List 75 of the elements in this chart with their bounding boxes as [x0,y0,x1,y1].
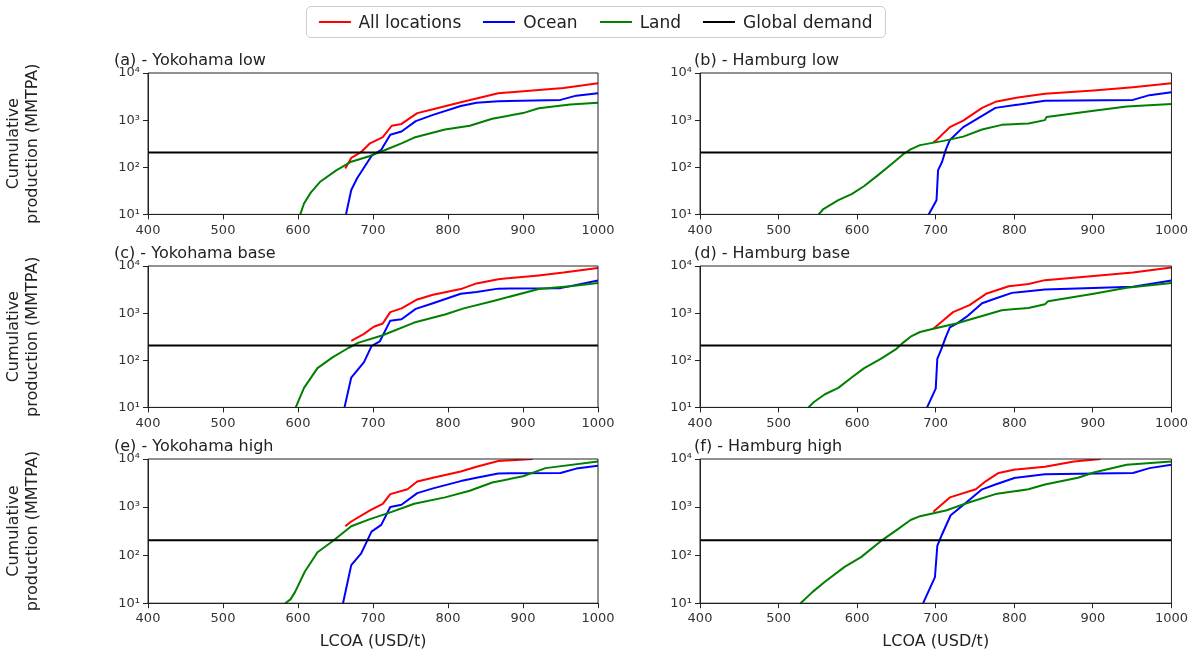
x-axis-title: LCOA (USD/t) [319,630,427,650]
x-axis-title: LCOA (USD/t) [882,630,990,650]
x-tick-label: 500 [766,610,791,626]
x-tick-label: 400 [687,221,713,237]
x-tick-label: 700 [360,414,386,430]
x-tick-label: 900 [1080,610,1106,626]
y-tick-label: 10³ [118,111,140,127]
y-tick-label: 10² [118,546,140,562]
x-tick-label: 700 [360,221,386,237]
x-tick-label: 600 [285,610,311,626]
x-tick-label: 800 [1001,414,1027,430]
y-tick-label: 10³ [670,304,692,320]
y-tick-label: 10² [118,158,140,174]
x-tick-label: 400 [687,414,713,430]
x-tick-label: 1000 [581,610,615,626]
y-tick-label: 10¹ [118,205,140,221]
y-tick-label: 10³ [118,304,140,320]
x-tick-label: 800 [435,221,461,237]
x-tick-label: 600 [844,610,870,626]
chart-title: (d) - Hamburg base [694,243,850,263]
y-axis-title: Cumulative production (MMTPA) [2,450,41,612]
legend-label: Land [639,12,682,32]
x-tick-label: 500 [766,414,791,430]
legend-label: All locations [358,12,462,32]
x-tick-label: 600 [844,221,870,237]
x-tick-label: 900 [510,610,536,626]
x-tick-label: 1000 [581,414,615,430]
legend-label: Global demand [743,12,873,32]
x-tick-label: 800 [1001,610,1027,626]
x-tick-label: 800 [435,610,461,626]
x-tick-label: 700 [360,610,386,626]
x-tick-label: 900 [1080,414,1106,430]
y-tick-label: 10¹ [118,398,140,414]
x-tick-label: 1000 [1154,414,1188,430]
y-tick-label: 10³ [670,498,692,514]
y-tick-label: 10⁴ [670,257,692,273]
y-tick-label: 10¹ [670,398,692,414]
x-tick-label: 800 [435,414,461,430]
x-tick-label: 800 [1001,221,1027,237]
x-tick-label: 600 [285,414,311,430]
legend-label: Ocean [523,12,578,32]
x-tick-label: 1000 [581,221,615,237]
x-tick-label: 900 [1080,221,1106,237]
y-tick-label: 10² [118,351,140,367]
y-tick-label: 10² [670,546,692,562]
y-tick-label: 10¹ [670,594,692,610]
x-tick-label: 700 [923,221,949,237]
x-tick-label: 400 [135,610,161,626]
y-tick-label: 10³ [670,111,692,127]
y-tick-label: 10⁴ [670,450,692,466]
y-tick-label: 10⁴ [670,64,692,80]
x-tick-label: 1000 [1154,221,1188,237]
chart-title: (b) - Hamburg low [694,50,840,70]
x-tick-label: 900 [510,221,536,237]
y-axis-title: Cumulative production (MMTPA) [2,256,41,417]
x-tick-label: 500 [766,221,791,237]
x-tick-label: 700 [923,414,949,430]
x-tick-label: 1000 [1154,610,1188,626]
x-tick-label: 400 [135,221,161,237]
x-tick-label: 700 [923,610,949,626]
x-tick-label: 400 [687,610,713,626]
chart-title: (f) - Hamburg high [694,436,843,456]
y-tick-label: 10² [670,351,692,367]
y-tick-label: 10² [670,158,692,174]
y-tick-label: 10¹ [118,594,140,610]
x-tick-label: 500 [210,414,236,430]
y-axis-title: Cumulative production (MMTPA) [2,63,41,224]
x-tick-label: 600 [844,414,870,430]
y-tick-label: 10³ [118,498,140,514]
x-tick-label: 500 [210,221,236,237]
x-tick-label: 900 [510,414,536,430]
x-tick-label: 400 [135,414,161,430]
x-tick-label: 600 [285,221,311,237]
y-tick-label: 10¹ [670,205,692,221]
x-tick-label: 500 [210,610,236,626]
